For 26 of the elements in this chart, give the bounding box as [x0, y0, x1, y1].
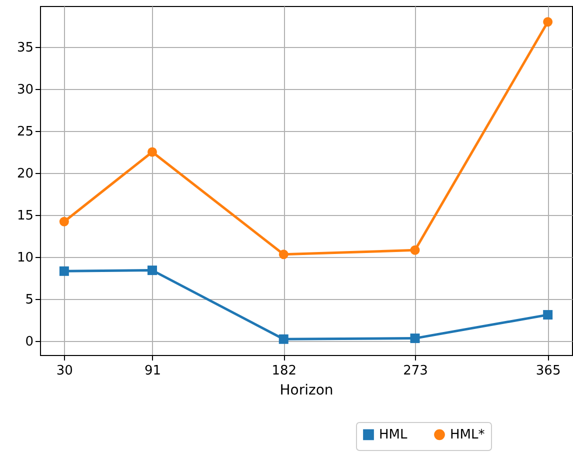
- x-tick-label: 273: [403, 364, 428, 378]
- legend-label: HML*: [450, 428, 486, 443]
- y-tick-label: 10: [16, 250, 34, 266]
- y-tick-label: 20: [16, 166, 34, 182]
- point: [410, 334, 420, 344]
- x-tick-label: 182: [272, 364, 297, 378]
- x-tick-label: 30: [56, 364, 73, 378]
- y-tick-label: 35: [16, 40, 34, 56]
- x-axis-title: Horizon: [280, 382, 334, 398]
- point: [543, 17, 553, 27]
- y-tick-label: 0: [25, 334, 34, 350]
- x-tick-label: 91: [144, 364, 162, 378]
- point: [59, 216, 69, 226]
- point: [543, 310, 553, 320]
- x-tick-label: 365: [536, 364, 561, 378]
- y-tick-label: 15: [16, 208, 34, 224]
- y-tick-label: 5: [25, 292, 34, 308]
- y-tick-label: 30: [16, 82, 34, 98]
- point: [410, 245, 420, 255]
- point: [148, 266, 157, 276]
- point: [278, 250, 288, 260]
- point: [59, 266, 69, 276]
- point: [278, 334, 288, 344]
- y-tick-label: 25: [16, 124, 34, 140]
- point: [148, 147, 157, 157]
- legend-label: HML: [379, 428, 408, 443]
